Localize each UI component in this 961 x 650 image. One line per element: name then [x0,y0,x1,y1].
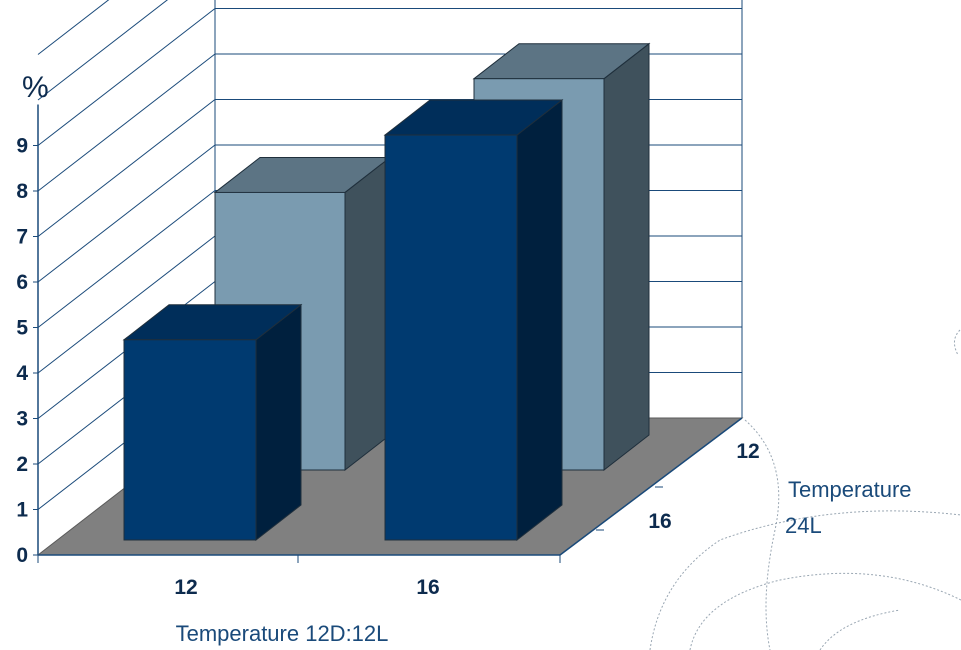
depth-axis-title-line1: Temperature [788,477,912,502]
gridline-side [37,99,216,237]
gridline-side [37,0,169,101]
bar [122,303,303,542]
bar-front [384,134,518,541]
bar-side [255,303,302,542]
y-tick-label: 8 [16,180,28,203]
bar-side [603,42,650,472]
y-tick-label: 1 [16,499,28,522]
gridline-side [37,53,216,192]
depth-axis-line [559,417,743,556]
y-tick-label: 2 [16,453,28,476]
x-tick-label: 12 [174,576,197,599]
bar [383,99,564,542]
y-tick-label: 6 [16,271,28,294]
depth-tick-label: 16 [648,510,671,533]
x-tick-label: 16 [416,576,439,599]
unit-label: % [22,71,49,104]
bar-group [122,42,651,542]
chart-axes: 0 1 2 3 4 5 6 7 8 9 [16,135,743,567]
gridline-side [37,235,216,374]
y-tick-label: 5 [16,317,28,340]
depth-tick-label: 12 [736,440,759,463]
gridline-side [37,8,216,146]
bar-front [123,339,257,541]
bar-side [516,99,563,542]
gridline-side [37,0,110,55]
y-tick-label: 3 [16,408,28,431]
depth-axis-title-line2: 24L [785,513,822,538]
y-tick-label: 0 [16,544,28,567]
background-swirl-decoration [649,329,961,650]
y-tick-label: 4 [16,362,28,385]
gridline-side [37,144,216,283]
x-axis-title: Temperature 12D:12L [176,621,389,646]
y-tick-label: 9 [16,135,28,158]
gridline-side [37,190,216,328]
y-tick-label: 7 [16,226,28,249]
bar-side [344,156,391,472]
